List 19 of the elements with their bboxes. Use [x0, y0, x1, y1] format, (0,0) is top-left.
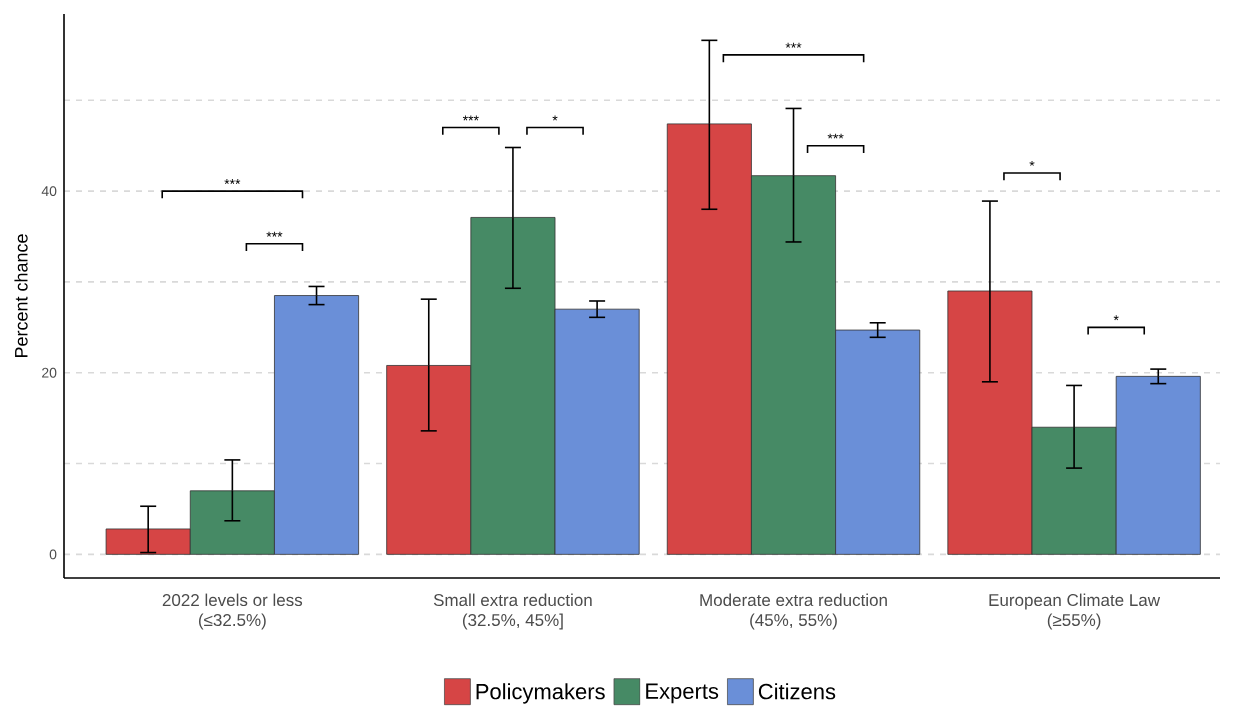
annotation: ***	[224, 179, 241, 184]
annotation: *	[1029, 160, 1035, 166]
x-tick-label: Small extra reduction (32.5%, 45%]	[433, 593, 592, 630]
y-axis-title: Percent chance	[14, 234, 28, 358]
legend-label: Citizens	[758, 683, 836, 700]
annotation: ***	[462, 115, 479, 121]
y-tick-label: 0	[49, 549, 57, 560]
x-tick-label: 2022 levels or less (≤32.5%)	[162, 593, 303, 630]
x-tick-label: Moderate extra reduction (45%, 55%)	[700, 593, 887, 630]
annotation: ***	[785, 42, 802, 48]
y-tick-label: 40	[41, 186, 57, 197]
annotation: *	[552, 115, 558, 121]
annotation: ***	[266, 231, 283, 237]
legend-label: Policymakers	[476, 683, 605, 704]
y-tick-label: 20	[42, 367, 57, 378]
x-tick-label: European Climate Law (≥55%)	[989, 593, 1161, 630]
annotation: *	[1113, 315, 1119, 321]
legend-label: Experts	[646, 683, 719, 704]
annotation: ***	[827, 133, 844, 139]
